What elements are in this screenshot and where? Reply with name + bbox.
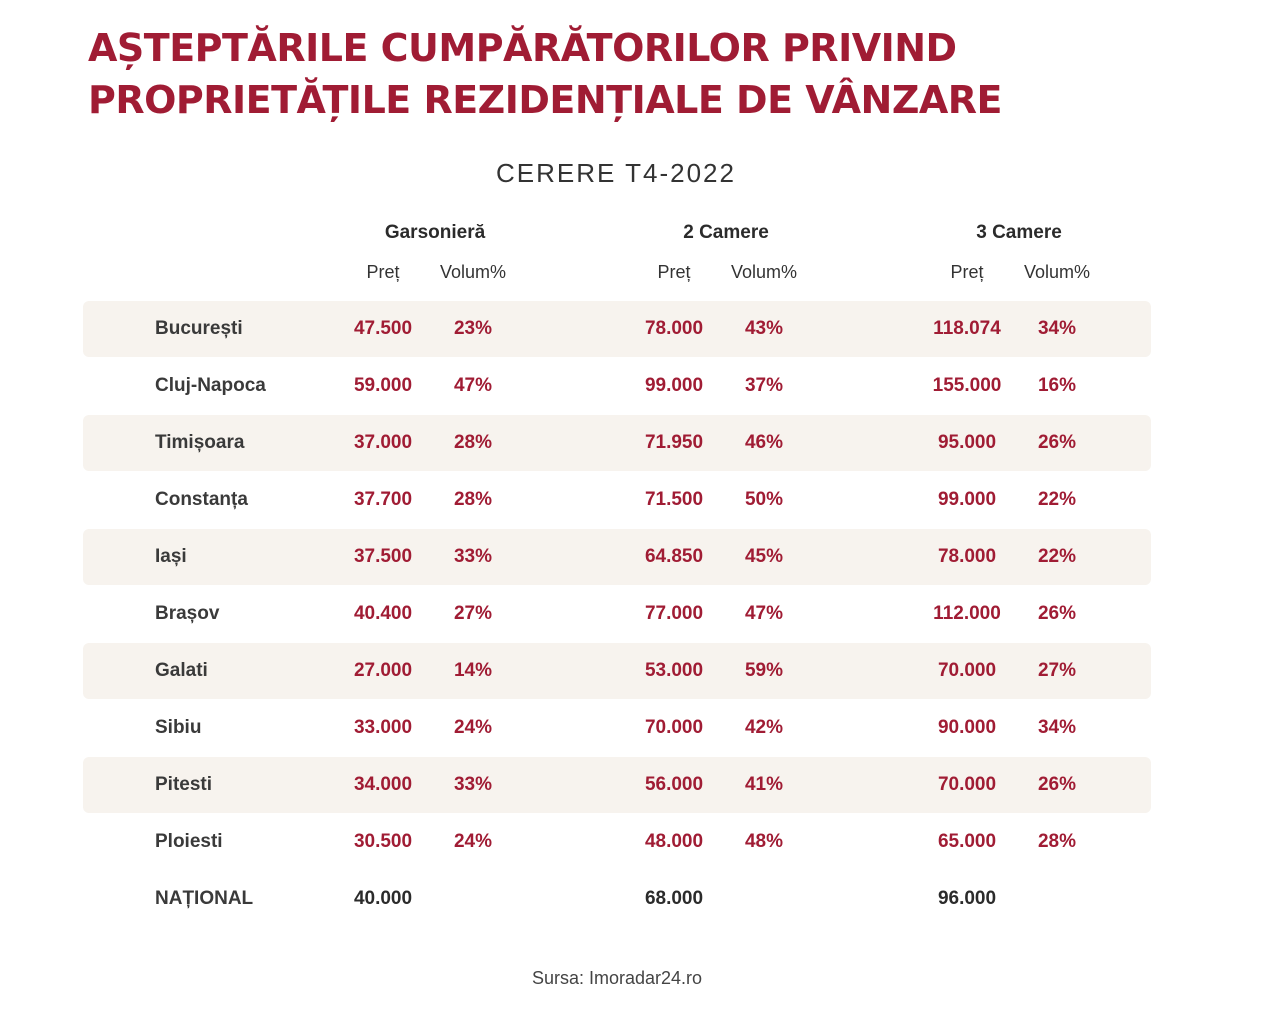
table-row: Constanța 37.700 28% 71.500 50% 99.000 2… bbox=[83, 472, 1151, 528]
2-camere-price: 78.000 bbox=[644, 318, 704, 339]
page-title: AȘTEPTĂRILE CUMPĂRĂTORILOR PRIVIND PROPR… bbox=[88, 22, 1003, 126]
3-camere-price: 155.000 bbox=[932, 375, 1002, 396]
3-camere-price: 95.000 bbox=[937, 432, 997, 453]
3-camere-price: 78.000 bbox=[937, 546, 997, 567]
garsoniera-volume: 33% bbox=[453, 774, 493, 795]
garsoniera-price: 30.500 bbox=[353, 831, 413, 852]
2-camere-volume: 41% bbox=[744, 774, 784, 795]
city-name: Brașov bbox=[155, 603, 220, 624]
subheader-price: Preț bbox=[950, 262, 984, 282]
3-camere-price: 65.000 bbox=[937, 831, 997, 852]
2-camere-price: 64.850 bbox=[644, 546, 704, 567]
2-camere-volume: 42% bbox=[744, 717, 784, 738]
3-camere-price: 118.074 bbox=[933, 318, 1001, 339]
group-header-2-camere: 2 Camere bbox=[683, 222, 769, 243]
city-name: Pitesti bbox=[155, 774, 213, 795]
city-name: Constanța bbox=[155, 489, 248, 510]
national-row: NAȚIONAL 40.000 68.000 96.000 bbox=[83, 871, 1151, 927]
garsoniera-price: 40.400 bbox=[353, 603, 413, 624]
table-row: Pitesti 34.000 33% 56.000 41% 70.000 26% bbox=[83, 757, 1151, 813]
3-camere-price: 96.000 bbox=[937, 888, 997, 909]
3-camere-volume: 28% bbox=[1037, 831, 1077, 852]
2-camere-volume: 48% bbox=[744, 831, 784, 852]
table-row: Ploiesti 30.500 24% 48.000 48% 65.000 28… bbox=[83, 814, 1151, 870]
2-camere-volume: 37% bbox=[744, 375, 784, 396]
garsoniera-price: 37.000 bbox=[353, 432, 413, 453]
garsoniera-price: 37.700 bbox=[353, 489, 413, 510]
2-camere-price: 68.000 bbox=[644, 888, 704, 909]
table-subtitle: CERERE T4-2022 bbox=[496, 158, 736, 188]
3-camere-volume: 34% bbox=[1037, 717, 1077, 738]
garsoniera-volume: 28% bbox=[453, 489, 493, 510]
3-camere-volume: 34% bbox=[1037, 318, 1077, 339]
2-camere-volume: 43% bbox=[744, 318, 784, 339]
3-camere-volume: 22% bbox=[1037, 489, 1077, 510]
garsoniera-price: 40.000 bbox=[353, 888, 413, 909]
garsoniera-volume: 23% bbox=[453, 318, 493, 339]
group-header-garsoniera: Garsonieră bbox=[384, 222, 486, 243]
table-row: București 47.500 23% 78.000 43% 118.074 … bbox=[83, 301, 1151, 357]
3-camere-volume: 22% bbox=[1037, 546, 1077, 567]
source-note: Sursa: Imoradar24.ro bbox=[531, 968, 703, 988]
city-name: București bbox=[155, 318, 243, 339]
2-camere-volume: 47% bbox=[744, 603, 784, 624]
subheader-volume: Volum% bbox=[1023, 262, 1091, 282]
3-camere-price: 70.000 bbox=[937, 660, 997, 681]
garsoniera-price: 37.500 bbox=[353, 546, 413, 567]
3-camere-price: 99.000 bbox=[937, 489, 997, 510]
table-row: Sibiu 33.000 24% 70.000 42% 90.000 34% bbox=[83, 700, 1151, 756]
title-line-1: AȘTEPTĂRILE CUMPĂRĂTORILOR PRIVIND bbox=[88, 26, 957, 70]
table-row: Brașov 40.400 27% 77.000 47% 112.000 26% bbox=[83, 586, 1151, 642]
garsoniera-volume: 24% bbox=[453, 831, 493, 852]
subheader-price: Preț bbox=[366, 262, 400, 282]
2-camere-price: 48.000 bbox=[644, 831, 704, 852]
2-camere-price: 71.950 bbox=[644, 432, 704, 453]
garsoniera-price: 47.500 bbox=[353, 318, 413, 339]
2-camere-price: 77.000 bbox=[644, 603, 704, 624]
city-name: Galati bbox=[155, 660, 208, 681]
garsoniera-volume: 27% bbox=[453, 603, 493, 624]
city-name: Ploiesti bbox=[155, 831, 223, 852]
3-camere-price: 112.000 bbox=[933, 603, 1001, 624]
2-camere-volume: 46% bbox=[744, 432, 784, 453]
subheader-volume: Volum% bbox=[439, 262, 507, 282]
garsoniera-price: 34.000 bbox=[353, 774, 413, 795]
3-camere-volume: 26% bbox=[1037, 603, 1077, 624]
3-camere-price: 70.000 bbox=[937, 774, 997, 795]
garsoniera-price: 33.000 bbox=[353, 717, 413, 738]
3-camere-volume: 27% bbox=[1037, 660, 1077, 681]
subheader-volume: Volum% bbox=[730, 262, 798, 282]
city-name: Timișoara bbox=[155, 432, 245, 453]
title-line-2: PROPRIETĂȚILE REZIDENȚIALE DE VÂNZARE bbox=[88, 78, 1003, 122]
3-camere-volume: 16% bbox=[1037, 375, 1077, 396]
2-camere-price: 56.000 bbox=[644, 774, 704, 795]
city-name: Iași bbox=[155, 546, 187, 567]
2-camere-volume: 50% bbox=[744, 489, 784, 510]
garsoniera-price: 27.000 bbox=[353, 660, 413, 681]
2-camere-price: 99.000 bbox=[644, 375, 704, 396]
city-name: NAȚIONAL bbox=[155, 888, 254, 909]
table-row: Galati 27.000 14% 53.000 59% 70.000 27% bbox=[83, 643, 1151, 699]
2-camere-price: 53.000 bbox=[644, 660, 704, 681]
3-camere-volume: 26% bbox=[1037, 774, 1077, 795]
2-camere-volume: 45% bbox=[744, 546, 784, 567]
2-camere-price: 71.500 bbox=[644, 489, 704, 510]
group-header-3-camere: 3 Camere bbox=[976, 222, 1062, 243]
2-camere-price: 70.000 bbox=[644, 717, 704, 738]
3-camere-volume: 26% bbox=[1037, 432, 1077, 453]
subheader-price: Preț bbox=[657, 262, 691, 282]
garsoniera-price: 59.000 bbox=[353, 375, 413, 396]
garsoniera-volume: 14% bbox=[453, 660, 493, 681]
garsoniera-volume: 28% bbox=[453, 432, 493, 453]
city-name: Cluj-Napoca bbox=[155, 375, 266, 396]
table-row: Timișoara 37.000 28% 71.950 46% 95.000 2… bbox=[83, 415, 1151, 471]
3-camere-price: 90.000 bbox=[937, 717, 997, 738]
garsoniera-volume: 47% bbox=[453, 375, 493, 396]
table-row: Iași 37.500 33% 64.850 45% 78.000 22% bbox=[83, 529, 1151, 585]
2-camere-volume: 59% bbox=[744, 660, 784, 681]
garsoniera-volume: 33% bbox=[453, 546, 493, 567]
city-name: Sibiu bbox=[155, 717, 202, 738]
table-row: Cluj-Napoca 59.000 47% 99.000 37% 155.00… bbox=[83, 358, 1151, 414]
garsoniera-volume: 24% bbox=[453, 717, 493, 738]
